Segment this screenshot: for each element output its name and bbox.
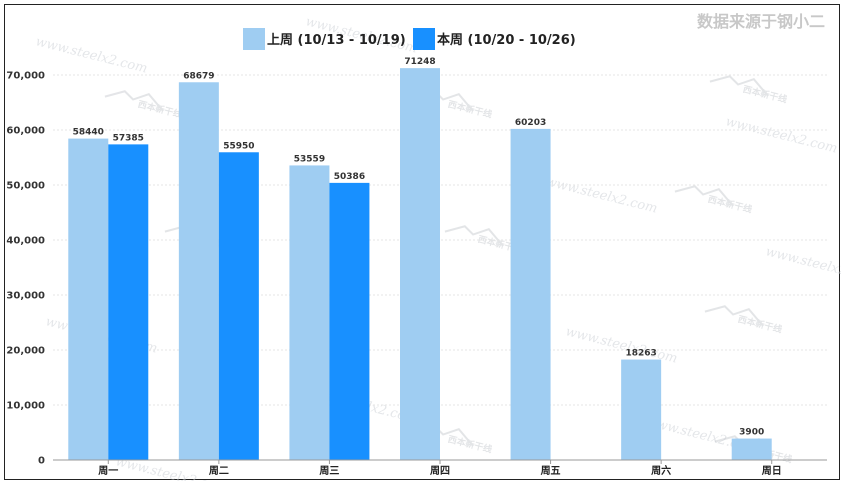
x-tick-label: 周六 [651, 464, 671, 477]
mountain-icon [104, 90, 164, 112]
watermark-logo-text: 西本新干线 [447, 433, 494, 456]
bar-last-week [289, 165, 330, 460]
bar-last-week [400, 68, 440, 461]
watermark-logo-text: 西本新干线 [137, 98, 184, 121]
bar-last-week [510, 128, 551, 461]
mountain-icon [709, 75, 769, 97]
bar-this-week [329, 182, 370, 460]
x-tick-label: 周五 [541, 465, 561, 477]
watermark-logo-text: 西本新干线 [447, 98, 494, 121]
x-axis: 周一 周二 周三 周四 周五 周六 周日 [53, 459, 827, 477]
x-tick-label: 周日 [762, 465, 782, 477]
x-tick-label: 周一 [98, 465, 118, 477]
bar-chart: www.steelx2.com www.steelx2.com www.steelx… [6, 12, 841, 481]
legend-label: 上周 (10/13 - 10/19) [267, 33, 406, 48]
bar-last-week [68, 138, 109, 460]
watermark-logo: 西本新干线 [709, 75, 789, 106]
y-tick-label: 40,000 [6, 236, 45, 247]
chart-frame: www.steelx2.com www.steelx2.com www.steelx… [4, 4, 841, 481]
watermark-logo: 西本新干线 [674, 185, 754, 216]
watermark-logo-text: 西本新干线 [707, 193, 754, 216]
data-label: 68679 [183, 71, 214, 81]
bar-last-week [731, 438, 772, 460]
watermark-logo: 西本新干线 [104, 90, 184, 121]
data-label: 55950 [223, 141, 254, 151]
mountain-icon [444, 225, 504, 247]
watermark-logo: 西本新干线 [704, 305, 784, 336]
watermark-text: www.steelx2.com [764, 244, 841, 286]
x-tick-label: 周二 [209, 465, 229, 477]
data-label: 53559 [294, 154, 325, 164]
x-tick-label: 周四 [430, 465, 450, 477]
bar-this-week [218, 152, 259, 460]
y-tick-label: 70,000 [6, 71, 45, 82]
y-tick-label: 30,000 [6, 291, 45, 302]
watermark-logo-text: 西本新干线 [742, 83, 789, 106]
data-label: 71248 [404, 57, 435, 67]
data-label: 18263 [625, 349, 656, 359]
source-label: 数据来源于钢小二 [697, 12, 825, 31]
watermark-text: www.steelx2.com [34, 34, 149, 76]
data-label: 50386 [334, 172, 365, 182]
legend-swatch [413, 28, 435, 50]
watermark-text: www.steelx2.com [724, 114, 839, 156]
mountain-icon [674, 185, 734, 207]
y-tick-label: 0 [38, 456, 45, 467]
y-axis: 0 10,000 20,000 30,000 40,000 50,000 60,000 70,… [6, 71, 45, 467]
y-tick-label: 60,000 [6, 126, 45, 137]
bar-last-week [621, 359, 662, 460]
bar-this-week [108, 144, 149, 460]
legend-swatch [243, 28, 265, 50]
data-label: 60203 [515, 118, 546, 128]
watermark-logo-text: 西本新干线 [737, 313, 784, 336]
bars [68, 68, 772, 461]
data-label: 57385 [113, 133, 144, 143]
legend-label: 本周 (10/20 - 10/26) [437, 32, 576, 48]
y-tick-label: 50,000 [6, 181, 45, 192]
y-tick-label: 10,000 [6, 401, 45, 412]
data-label: 58440 [73, 128, 104, 138]
bar-last-week [178, 82, 219, 460]
y-tick-label: 20,000 [6, 346, 45, 357]
data-label: 3900 [739, 428, 764, 438]
data-labels: 58440 57385 68679 55950 53559 50386 71248 60203… [73, 57, 765, 437]
mountain-icon [704, 305, 764, 327]
legend: 上周 (10/13 - 10/19) 本周 (10/20 - 10/26) [243, 28, 576, 50]
watermark-text: www.steelx2.com [544, 174, 659, 216]
x-tick-label: 周三 [319, 465, 339, 477]
